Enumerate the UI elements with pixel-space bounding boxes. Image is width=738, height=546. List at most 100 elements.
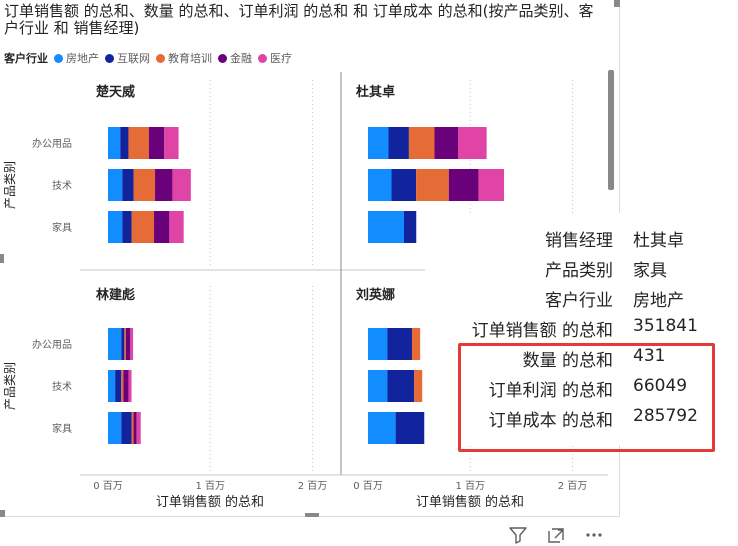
- bar-segment: [115, 370, 122, 402]
- bar-segment: [128, 127, 149, 159]
- category-tick-label: 办公用品: [32, 338, 72, 351]
- tooltip-value: 66049: [633, 376, 688, 396]
- bar-segment: [121, 328, 125, 360]
- bar-segment: [169, 211, 184, 243]
- tooltip-key: 订单利润 的总和: [488, 381, 613, 401]
- bar-segment: [368, 169, 392, 201]
- x-tick-label: 1 百万: [455, 480, 485, 492]
- bar-segment: [108, 412, 122, 444]
- legend: 客户行业 房地产 互联网 教育培训 金融 医疗: [4, 50, 298, 66]
- bar-segment: [108, 370, 116, 402]
- focus-mode-icon[interactable]: [544, 524, 568, 546]
- y-axis-title: 产品类别: [3, 362, 17, 410]
- tooltip-value: 房地产: [633, 291, 684, 311]
- legend-label: 房地产: [66, 52, 99, 65]
- resize-handle-left[interactable]: [0, 254, 4, 263]
- category-tick-label: 技术: [52, 380, 72, 393]
- bar-segment: [478, 169, 505, 201]
- bar-segment: [129, 328, 134, 360]
- tooltip-value: 家具: [633, 261, 667, 281]
- more-options-icon[interactable]: [582, 524, 606, 546]
- x-axis-title: 订单销售额 的总和: [156, 494, 264, 510]
- tooltip: 销售经理 杜其卓 产品类别 家具 客户行业 房地产 订单销售额 的总和 351841 数…: [425, 213, 738, 445]
- bar-segment: [411, 328, 421, 360]
- bar-segment: [108, 169, 123, 201]
- tooltip-row-industry: 客户行业 房地产: [425, 283, 738, 313]
- bar-segment: [368, 328, 388, 360]
- bar-segment: [368, 211, 404, 243]
- tooltip-value: 285792: [633, 406, 698, 426]
- vertical-scrollbar[interactable]: [608, 70, 614, 190]
- tooltip-key: 订单销售额 的总和: [471, 321, 613, 341]
- category-tick-label: 技术: [52, 179, 72, 192]
- tooltip-value: 431: [633, 346, 666, 366]
- tooltip-row-category: 产品类别 家具: [425, 253, 738, 283]
- bar-segment: [448, 169, 479, 201]
- legend-swatch: [54, 53, 63, 63]
- tooltip-key: 订单成本 的总和: [488, 411, 613, 431]
- tooltip-key: 产品类别: [545, 261, 613, 281]
- chart-visual[interactable]: 订单销售额 的总和、数量 的总和、订单利润 的总和 和 订单成本 的总和(按产品…: [0, 0, 620, 517]
- bar-segment: [121, 370, 124, 402]
- category-tick-label: 办公用品: [32, 137, 72, 150]
- x-tick-label: 2 百万: [298, 480, 328, 492]
- bar-segment: [136, 412, 141, 444]
- panel-title: 林建彪: [96, 287, 135, 303]
- bar-segment: [120, 127, 129, 159]
- bar-segment: [387, 370, 415, 402]
- category-tick-label: 家具: [52, 221, 72, 234]
- legend-item-finance[interactable]: 金融: [218, 50, 252, 66]
- legend-swatch: [105, 53, 114, 63]
- legend-label: 医疗: [270, 52, 292, 65]
- y-axis-title: 产品类别: [3, 161, 17, 209]
- bar-segment: [155, 169, 173, 201]
- bar-segment: [124, 328, 126, 360]
- bar-segment: [368, 127, 389, 159]
- bar-segment: [123, 370, 129, 402]
- bar-segment: [122, 211, 132, 243]
- bar-segment: [108, 211, 123, 243]
- bar-segment: [131, 211, 155, 243]
- panel-title: 楚天威: [96, 84, 135, 100]
- bar-segment: [133, 412, 137, 444]
- legend-swatch: [258, 53, 267, 63]
- bar-segment: [408, 127, 435, 159]
- tooltip-row-quantity: 数量 的总和 431: [425, 343, 738, 373]
- bar-segment: [414, 370, 423, 402]
- legend-item-education[interactable]: 教育培训: [156, 50, 212, 66]
- tooltip-row-manager: 销售经理 杜其卓: [425, 223, 738, 253]
- highlight-box: [458, 343, 715, 452]
- tooltip-row-sales: 订单销售额 的总和 351841: [425, 313, 738, 343]
- bar-segment: [108, 127, 121, 159]
- x-tick-label: 0 百万: [93, 480, 123, 492]
- bar-segment: [395, 412, 425, 444]
- filter-icon[interactable]: [506, 524, 530, 546]
- bar-segment: [108, 328, 122, 360]
- x-tick-label: 1 百万: [195, 480, 225, 492]
- bar-segment: [131, 412, 134, 444]
- x-tick-label: 0 百万: [353, 480, 383, 492]
- legend-item-medical[interactable]: 医疗: [258, 50, 292, 66]
- resize-handle-corner-bl[interactable]: [0, 510, 5, 517]
- legend-item-internet[interactable]: 互联网: [105, 50, 150, 66]
- tooltip-key: 销售经理: [545, 231, 613, 251]
- bar-segment: [391, 169, 417, 201]
- tooltip-value: 杜其卓: [633, 231, 684, 251]
- legend-label: 金融: [230, 52, 252, 65]
- resize-handle-corner-tr[interactable]: [614, 0, 620, 7]
- bar-segment: [368, 370, 388, 402]
- bar-segment: [128, 370, 132, 402]
- tooltip-row-cost: 订单成本 的总和 285792: [425, 403, 738, 433]
- bar-segment: [403, 211, 417, 243]
- bar-segment: [122, 169, 134, 201]
- bar-segment: [172, 169, 191, 201]
- legend-item-real-estate[interactable]: 房地产: [54, 50, 99, 66]
- resize-handle-bottom[interactable]: [305, 513, 319, 517]
- bar-segment: [125, 328, 130, 360]
- legend-swatch: [218, 53, 227, 63]
- visual-actions: [506, 524, 606, 546]
- legend-label: 互联网: [117, 52, 150, 65]
- bar-segment: [388, 127, 409, 159]
- x-tick-label: 2 百万: [558, 480, 588, 492]
